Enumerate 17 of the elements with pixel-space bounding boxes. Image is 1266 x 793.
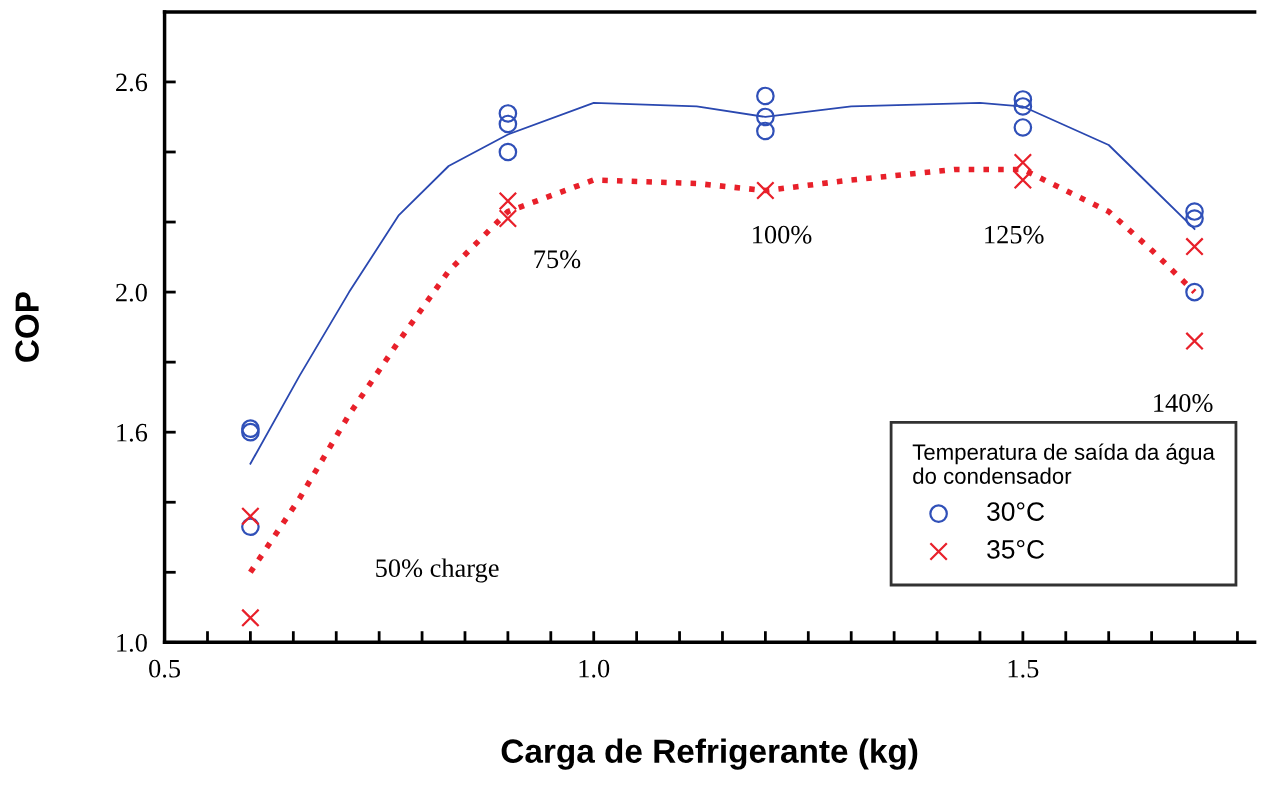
y-tick-label: 2.6 [116, 73, 148, 92]
y-tick-label: 1.6 [117, 423, 148, 442]
x-tick-label: 0.5 [149, 659, 181, 678]
legend-label: 30°C [987, 502, 1045, 521]
x-axis-title: Carga de Refrigerante (kg) [501, 738, 918, 770]
annotation: 125% [985, 225, 1044, 244]
legend-label: 35°C [987, 539, 1045, 559]
y-tick-label: 2.0 [116, 283, 147, 302]
annotation: 50% charge [376, 558, 499, 583]
y-tick-label: 1.0 [117, 633, 147, 652]
annotation: 100% [753, 225, 812, 244]
x-tick-label: 1.0 [579, 659, 610, 678]
y-axis-title: COP [15, 292, 39, 362]
annotation: 140% [1154, 394, 1213, 412]
annotation: 75% [534, 250, 581, 269]
legend-title: Temperatura de saída da água do condensador [912, 443, 1215, 484]
x-tick-label: 1.5 [1008, 659, 1039, 678]
